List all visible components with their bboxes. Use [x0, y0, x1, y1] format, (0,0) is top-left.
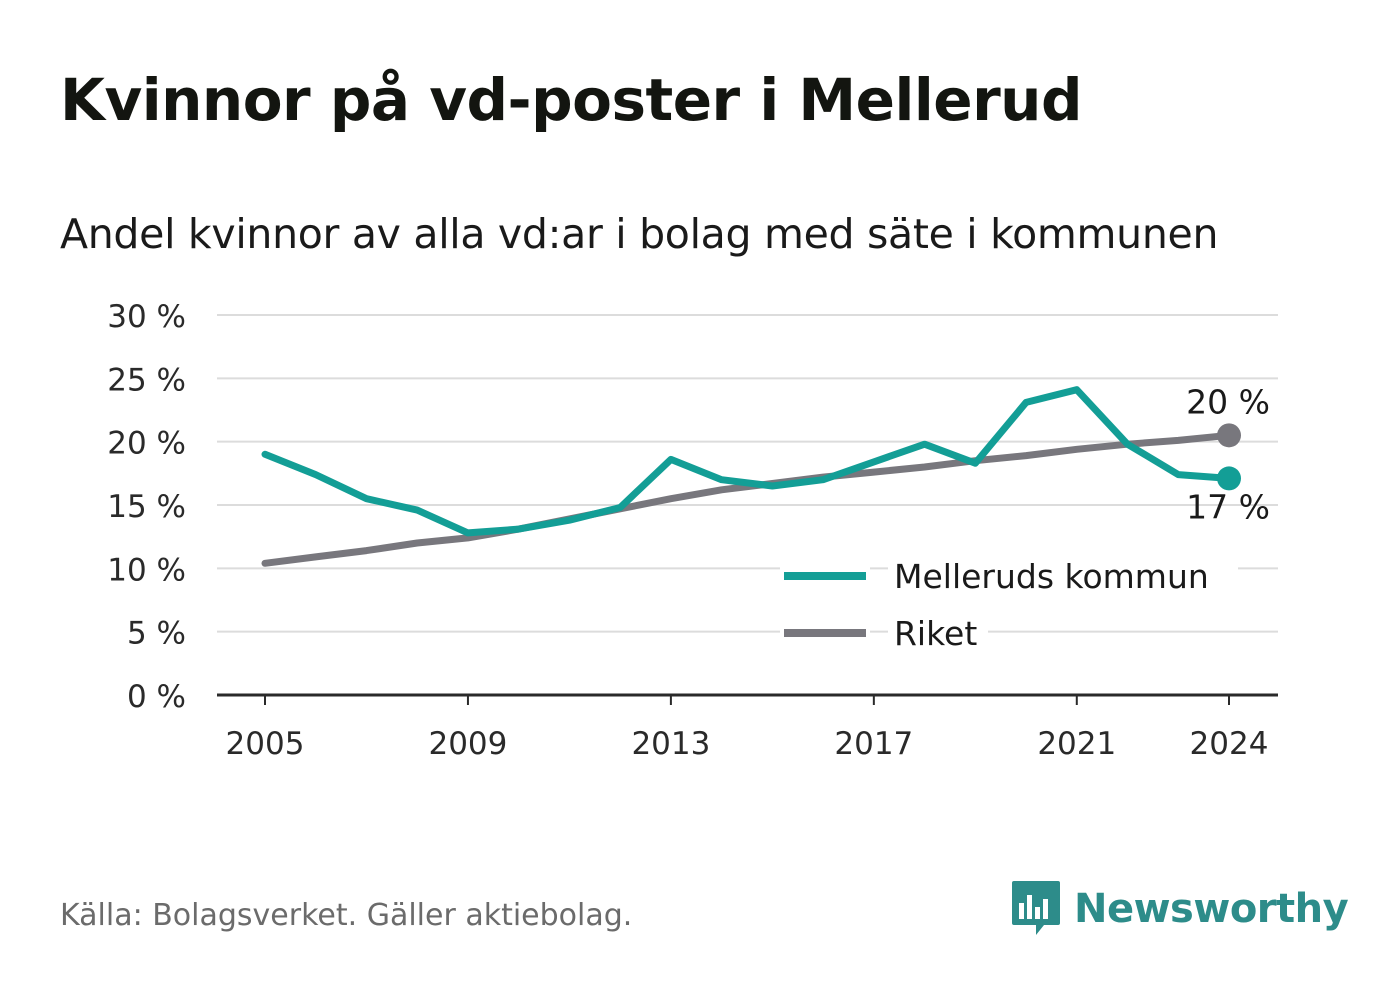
legend-label-melleruds-kommun: Melleruds kommun [894, 557, 1209, 596]
chart-title: Kvinnor på vd-poster i Mellerud [60, 66, 1083, 134]
y-tick-label: 30 % [107, 299, 186, 335]
x-tick-label: 2013 [631, 726, 710, 762]
legend-label-riket: Riket [894, 614, 977, 653]
series-line-riket [261, 431, 1233, 567]
x-tick-label: 2005 [226, 726, 305, 762]
y-tick-label: 0 % [127, 679, 186, 715]
y-tick-label: 20 % [107, 426, 186, 462]
y-tick-label: 25 % [107, 362, 186, 398]
y-tick-label: 10 % [107, 552, 186, 588]
legend-label-bg [888, 552, 1238, 596]
y-tick-label: 15 % [107, 489, 186, 525]
newsworthy-logo: Newsworthy [1010, 878, 1349, 940]
legend-label-bg [888, 609, 988, 653]
chart-subtitle: Andel kvinnor av alla vd:ar i bolag med … [60, 210, 1219, 258]
x-tick-label: 2024 [1190, 726, 1269, 762]
end-label-melleruds-kommun: 17 % [1186, 487, 1270, 526]
end-point-riket [1217, 423, 1241, 448]
x-tick-label: 2017 [834, 726, 913, 762]
x-tick-label: 2021 [1037, 726, 1116, 762]
brand-name: Newsworthy [1074, 886, 1349, 932]
x-tick-label: 2009 [428, 726, 507, 762]
y-tick-label: 5 % [127, 616, 186, 652]
bar-chart-speech-bubble-icon [1012, 881, 1060, 935]
source-note: Källa: Bolagsverket. Gäller aktiebolag. [60, 898, 633, 933]
end-label-riket: 20 % [1186, 382, 1270, 421]
series-line-melleruds-kommun [261, 386, 1233, 537]
end-point-melleruds-kommun [1217, 466, 1241, 491]
